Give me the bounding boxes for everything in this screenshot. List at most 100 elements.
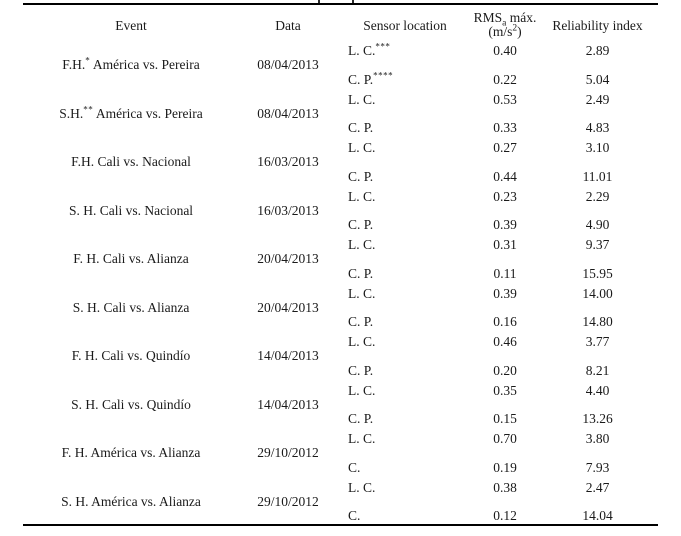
sensor-label: L. C. [348, 43, 376, 58]
reliability-value-cell: 9.37 [585, 237, 610, 252]
date-cell: 20/04/2013 [257, 299, 319, 315]
sensor-row: C. P. 0.20 8.21 [23, 363, 658, 379]
sensor-location-cell: C. P. [337, 217, 473, 233]
sensor-row: C. P. 0.39 4.90 [23, 217, 658, 233]
event-cell: F. H. Cali vs. Quindío [23, 330, 239, 379]
reliability-value-cell: 13.26 [582, 411, 613, 426]
event-cell: F. H. América vs. Alianza [23, 427, 239, 476]
reliability-value-cell: 4.83 [585, 120, 610, 135]
event-cell: F.H.* América vs. Pereira [23, 39, 239, 88]
sensor-row: S. H. América vs. Alianza 29/10/2012 L. … [23, 476, 658, 509]
unit-exponent: 2 [512, 23, 518, 34]
event-cell: F. H. Cali vs. Alianza [23, 233, 239, 282]
date-cell: 08/04/2013 [257, 105, 319, 121]
event-cell: S. H. Cali vs. Alianza [23, 282, 239, 331]
reliability-value-cell: 15.95 [582, 265, 613, 281]
rms-value-cell: 0.20 [493, 362, 517, 378]
sensor-location-cell: L. C. [337, 282, 473, 315]
rms-value-cell: 0.22 [493, 71, 517, 87]
sensor-label: C. P. [348, 120, 374, 135]
footnote-marker: *** [375, 41, 391, 52]
sensor-location-cell: C. P.**** [337, 70, 473, 88]
rms-value-cell: 0.46 [493, 334, 517, 349]
sensor-location-cell: C. P. [337, 314, 473, 330]
event-label: F. H. América vs. Alianza [61, 445, 201, 461]
sensor-label: C. [348, 508, 361, 523]
event-cell: S. H. Cali vs. Quindío [23, 379, 239, 428]
rms-header-line2-unit: (m/s2) [488, 23, 522, 39]
sensor-row: F. H. América vs. Alianza 29/10/2012 L. … [23, 427, 658, 460]
event-label: S. H. Cali vs. Alianza [72, 299, 190, 315]
sensor-row: C. P. 0.15 13.26 [23, 411, 658, 427]
sensor-label: C. [348, 459, 361, 475]
date-cell: 29/10/2012 [257, 445, 319, 461]
sensor-row: F. H. Cali vs. Quindío 14/04/2013 L. C. … [23, 330, 658, 363]
sensor-row: F.H.* América vs. Pereira 08/04/2013 L. … [23, 39, 658, 72]
sensor-location-cell: C. [337, 508, 473, 525]
sensor-label: L. C. [348, 285, 376, 301]
sensor-label: L. C. [348, 382, 376, 398]
sensor-row: C. P. 0.16 14.80 [23, 314, 658, 330]
cropped-caption-artifact [352, 0, 354, 3]
reliability-value-cell: 3.77 [585, 334, 610, 349]
sensor-label: L. C. [348, 237, 376, 252]
event-label: S. H. América vs. Alianza [61, 493, 201, 509]
cropped-caption-artifact [318, 0, 320, 3]
sensor-location-cell: L. C. [337, 379, 473, 412]
header-row: Event Data Sensor location RMSa máx. (m/… [23, 4, 658, 39]
reliability-value-cell: 4.40 [585, 382, 610, 398]
sensor-label: C. P. [348, 411, 374, 426]
sensor-location-cell: C. P. [337, 169, 473, 185]
reliability-value-cell: 3.80 [585, 431, 610, 446]
sensor-row: C. 0.12 14.04 [23, 508, 658, 525]
reliability-value-cell: 5.04 [585, 71, 610, 87]
col-header-data: Data [275, 17, 301, 33]
col-header-sensor-location: Sensor location [363, 17, 447, 33]
rms-value-cell: 0.39 [493, 285, 517, 301]
sensor-label: L. C. [348, 91, 376, 107]
sensor-label: L. C. [348, 188, 376, 204]
reliability-value-cell: 2.49 [585, 91, 610, 107]
footnote-marker: **** [373, 70, 394, 80]
col-header-reliability-index: Reliability index [552, 17, 643, 33]
sensor-location-cell: C. P. [337, 411, 473, 427]
rms-value-cell: 0.70 [493, 431, 517, 446]
event-label: S. H. Cali vs. Nacional [68, 202, 194, 218]
sensor-location-cell: C. P. [337, 363, 473, 379]
sensor-row: S.H.** América vs. Pereira 08/04/2013 L.… [23, 88, 658, 121]
sensor-row: S. H. Cali vs. Quindío 14/04/2013 L. C. … [23, 379, 658, 412]
reliability-value-cell: 14.00 [582, 285, 613, 301]
rms-value-cell: 0.15 [493, 411, 517, 426]
date-cell: 14/04/2013 [257, 396, 319, 412]
date-cell: 14/04/2013 [257, 348, 319, 364]
sensor-label: C. P. [348, 362, 374, 378]
rms-value-cell: 0.31 [493, 237, 517, 252]
table-body: F.H.* América vs. Pereira 08/04/2013 L. … [23, 39, 658, 525]
sensor-row: F.H. Cali vs. Nacional 16/03/2013 L. C. … [23, 136, 658, 169]
sensor-label: L. C. [348, 431, 376, 446]
date-cell: 16/03/2013 [257, 154, 319, 170]
rms-value-cell: 0.23 [493, 188, 517, 204]
sensor-label: C. P. [348, 168, 374, 184]
reliability-value-cell: 14.04 [582, 508, 613, 523]
sensor-label: C. P. [348, 217, 374, 232]
sensor-label: L. C. [348, 479, 376, 495]
sensor-location-cell: L. C. [337, 136, 473, 169]
event-label: S. H. Cali vs. Quindío [71, 396, 191, 412]
event-cell: F.H. Cali vs. Nacional [23, 136, 239, 185]
rms-subscript: a [502, 18, 507, 29]
date-cell: 20/04/2013 [257, 251, 319, 267]
rms-value-cell: 0.16 [493, 314, 517, 329]
rms-value-cell: 0.27 [493, 140, 517, 155]
rms-value-cell: 0.39 [493, 217, 517, 232]
rms-header-line1: RMSa máx. [473, 10, 537, 29]
rms-value-cell: 0.38 [493, 479, 517, 495]
sensor-label: L. C. [348, 334, 376, 349]
date-cell: 29/10/2012 [257, 493, 319, 509]
footnote-marker: * [85, 55, 91, 66]
sensor-row: C. P.**** 0.22 5.04 [23, 70, 658, 88]
sensor-location-cell: C. [337, 460, 473, 476]
reliability-value-cell: 2.47 [585, 479, 610, 495]
date-cell: 16/03/2013 [257, 202, 319, 218]
